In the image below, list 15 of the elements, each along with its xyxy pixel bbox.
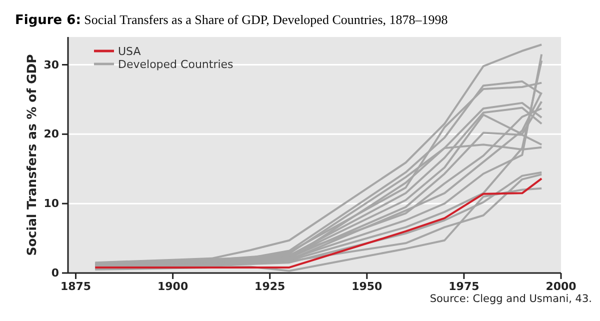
x-tick-label: 1925 bbox=[254, 280, 286, 293]
y-tick-label: 20 bbox=[44, 128, 60, 141]
y-tick-label: 10 bbox=[44, 197, 60, 210]
source-note: Source: Clegg and Usmani, 43. bbox=[430, 293, 592, 305]
y-axis-title: Social Transfers as % of GDP bbox=[24, 54, 39, 256]
y-tick-label: 30 bbox=[44, 58, 60, 72]
x-tick-label: 1900 bbox=[158, 280, 188, 293]
y-tick-label: 0 bbox=[51, 266, 60, 280]
legend-label: Developed Countries bbox=[118, 58, 234, 71]
x-tick-label: 1975 bbox=[448, 280, 480, 293]
x-tick-label: 2000 bbox=[546, 280, 577, 293]
legend-label: USA bbox=[118, 45, 142, 58]
x-tick-label: 1875 bbox=[60, 280, 92, 293]
chart-title: Figure 6: Social Transfers as a Share of GDP, Developed Countries, 1878–1998 bbox=[15, 12, 448, 28]
x-tick-label: 1950 bbox=[352, 280, 383, 293]
